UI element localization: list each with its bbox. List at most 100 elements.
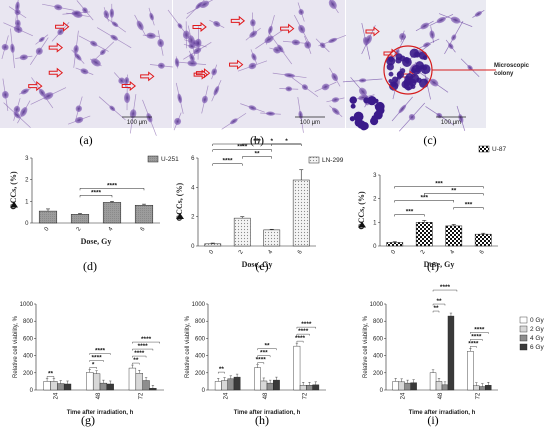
significance-label: **** bbox=[298, 328, 309, 335]
cell-shape bbox=[98, 96, 126, 121]
cell-shape bbox=[1, 78, 9, 111]
cell-shape bbox=[201, 85, 209, 114]
cell-shape bbox=[183, 42, 212, 60]
cell-nucleus bbox=[467, 65, 473, 71]
cell-nucleus bbox=[71, 10, 81, 16]
bar bbox=[214, 381, 222, 391]
bar bbox=[204, 243, 222, 247]
cell-nucleus bbox=[54, 4, 63, 11]
colony-cell bbox=[406, 86, 411, 91]
cell-nucleus bbox=[73, 44, 79, 54]
cell-shape bbox=[398, 102, 426, 132]
significance-label: ** bbox=[433, 305, 439, 312]
arrow-icon bbox=[28, 81, 43, 92]
cell-nucleus bbox=[268, 25, 273, 34]
bar bbox=[128, 367, 137, 391]
y-tick-label: 200 bbox=[23, 371, 34, 377]
bar bbox=[233, 217, 251, 247]
cell-nucleus bbox=[82, 7, 88, 14]
significance-bracket bbox=[424, 193, 484, 196]
cell-shape bbox=[175, 82, 184, 114]
significance-label: *** bbox=[465, 201, 473, 208]
y-tick-label: 400 bbox=[23, 354, 34, 360]
cell-shape bbox=[456, 105, 466, 131]
cell-nucleus bbox=[331, 107, 340, 115]
cell-shape bbox=[221, 112, 247, 130]
x-tick-label: 72 bbox=[139, 392, 145, 399]
legend-label: 6 Gy bbox=[530, 344, 544, 351]
cell-nucleus bbox=[174, 117, 182, 125]
significance-label: **** bbox=[474, 326, 485, 333]
x-tick-label: 6 bbox=[297, 249, 304, 256]
y-tick-label: 3 bbox=[373, 173, 377, 179]
cell-nucleus bbox=[301, 84, 309, 91]
bar bbox=[386, 242, 404, 247]
cell-nucleus bbox=[177, 93, 183, 104]
cell-shape bbox=[15, 54, 33, 61]
x-tick-label: 0 bbox=[44, 226, 51, 233]
cell-nucleus bbox=[75, 105, 83, 112]
y-tick-label: 2 bbox=[373, 197, 377, 203]
x-tick-label: 0 bbox=[209, 249, 216, 256]
bar bbox=[135, 373, 143, 391]
y-tick-label: 0 bbox=[25, 221, 29, 227]
scale-label: 100 μm bbox=[127, 120, 147, 126]
cell-nucleus bbox=[284, 73, 296, 78]
bar bbox=[263, 229, 281, 247]
micrograph-panel: 100 μm bbox=[0, 0, 173, 136]
significance-label: ** bbox=[436, 298, 442, 305]
legend-swatch bbox=[147, 155, 159, 163]
x-tick-label: 48 bbox=[96, 392, 102, 399]
arrow-icon bbox=[280, 23, 295, 34]
bar bbox=[260, 380, 268, 391]
cell-nucleus bbox=[146, 32, 156, 39]
cell-nucleus bbox=[265, 111, 276, 116]
cell-shape bbox=[195, 26, 202, 60]
cell-nucleus bbox=[408, 113, 416, 121]
cell-nucleus bbox=[358, 87, 367, 96]
scale-label: 100 μm bbox=[300, 120, 320, 126]
cell-nucleus bbox=[75, 116, 84, 124]
cell-shape bbox=[149, 62, 173, 69]
cell-shape bbox=[185, 0, 212, 19]
cell-nucleus bbox=[35, 47, 43, 55]
cell-shape bbox=[282, 39, 309, 46]
cell-shape bbox=[460, 58, 480, 77]
cell-shape bbox=[124, 85, 131, 111]
cell-nucleus bbox=[74, 52, 82, 61]
x-tick-label: 0 bbox=[391, 249, 398, 256]
cell-nucleus bbox=[423, 42, 431, 48]
y-tick-label: 800 bbox=[23, 319, 34, 325]
cell-shape bbox=[8, 6, 27, 19]
cell-nucleus bbox=[20, 88, 29, 95]
significance-bracket bbox=[79, 188, 145, 191]
significance-bracket bbox=[296, 326, 316, 329]
cell-shape bbox=[167, 9, 193, 43]
panel-letter: (a) bbox=[79, 133, 92, 147]
y-tick-label: 800 bbox=[373, 319, 384, 325]
cell-shape bbox=[109, 3, 115, 23]
cell-shape bbox=[250, 49, 258, 65]
significance-label: **** bbox=[468, 340, 479, 347]
cell-nucleus bbox=[251, 53, 257, 61]
cell-nucleus bbox=[304, 41, 312, 49]
bar bbox=[43, 381, 51, 391]
cell-nucleus bbox=[123, 77, 130, 85]
micrograph-panel: 100 μm bbox=[167, 0, 348, 133]
y-tick-label: 600 bbox=[373, 336, 384, 342]
cell-nucleus bbox=[15, 19, 21, 28]
significance-label: * bbox=[270, 138, 273, 145]
significance-bracket bbox=[89, 360, 104, 362]
x-tick-label: 4 bbox=[268, 249, 275, 256]
significance-label: ** bbox=[254, 151, 260, 158]
colony-cell bbox=[373, 110, 383, 120]
cell-nucleus bbox=[277, 44, 284, 53]
colony-cell bbox=[391, 76, 399, 83]
bar bbox=[293, 345, 301, 391]
cell-nucleus bbox=[38, 88, 46, 97]
x-tick-label: 4 bbox=[108, 226, 115, 233]
y-tick-label: 1000 bbox=[20, 302, 34, 308]
cell-nucleus bbox=[331, 97, 340, 103]
cell-nucleus bbox=[14, 9, 21, 16]
